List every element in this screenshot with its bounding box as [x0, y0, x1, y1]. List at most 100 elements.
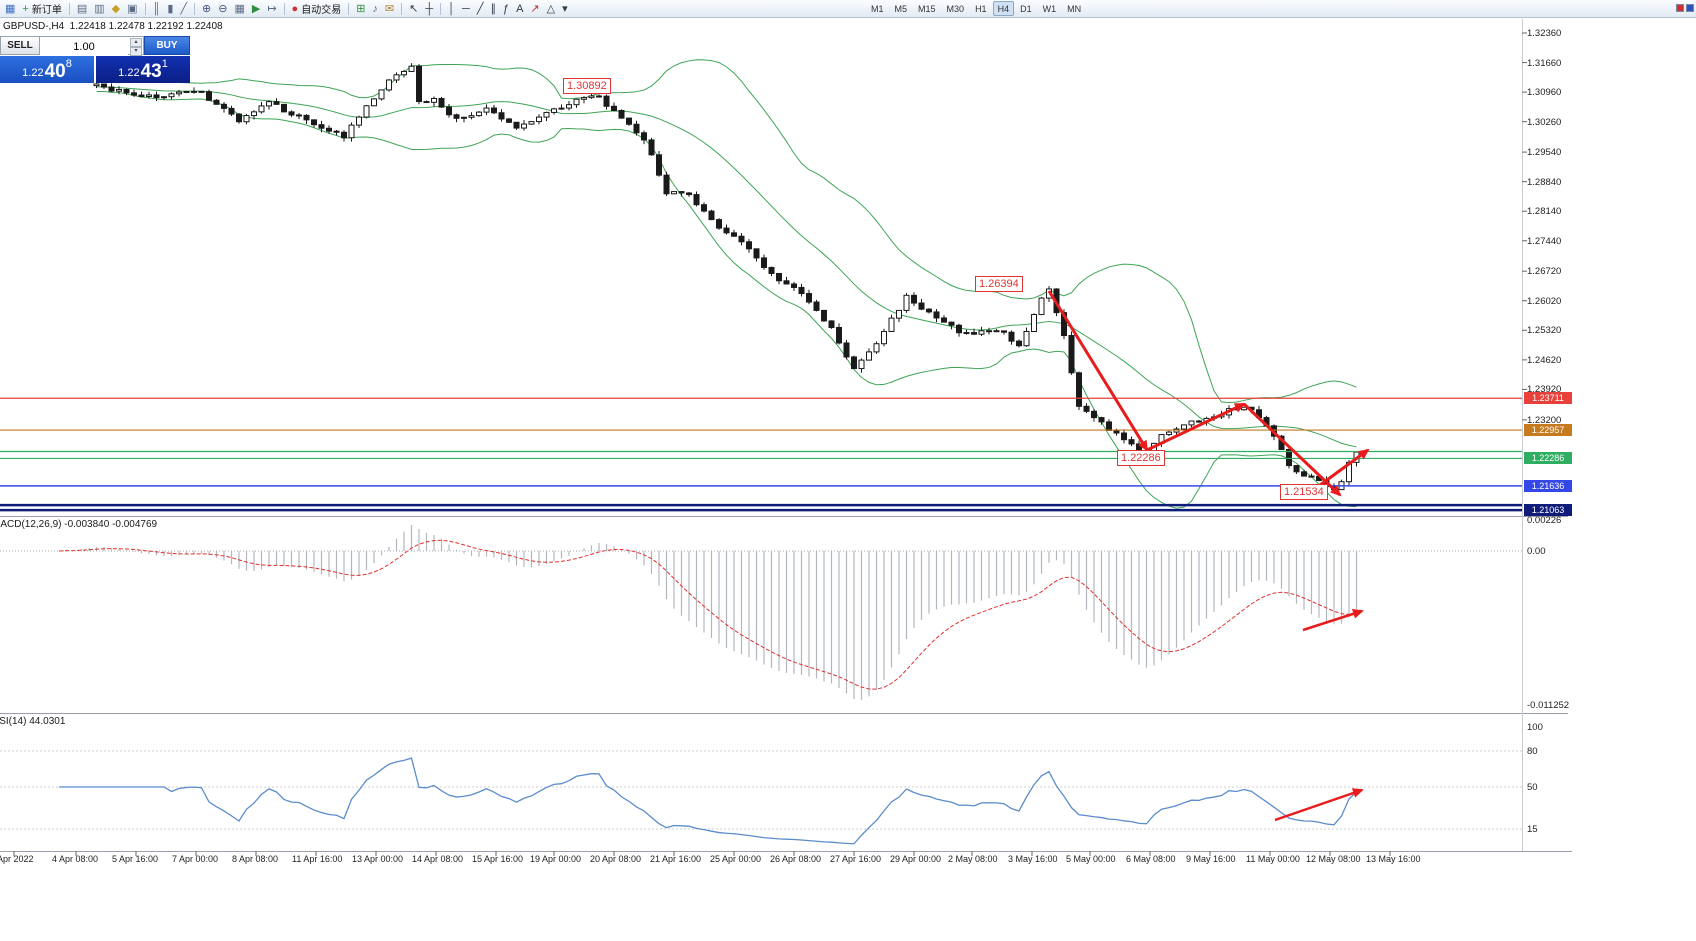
indicator-dropdown-icon[interactable]: ▾: [559, 1, 571, 17]
chart-bar-icon[interactable]: ║: [150, 1, 164, 17]
horizontal-line-icon[interactable]: ─: [459, 1, 473, 17]
volume-up-button[interactable]: ▴: [130, 38, 142, 47]
mail-icon[interactable]: ✉: [382, 1, 397, 17]
candle-body: [1091, 410, 1097, 419]
buy-button[interactable]: BUY: [144, 36, 190, 55]
window-control-icon-blue[interactable]: [1686, 4, 1694, 12]
candle-body: [656, 154, 662, 176]
volume-input[interactable]: [40, 38, 128, 56]
cursor-icon[interactable]: ↖: [406, 1, 421, 17]
chart-shift-icon-glyph: ↦: [267, 2, 277, 15]
sell-price-display[interactable]: 1.22 40 8: [0, 56, 94, 83]
candle-body: [1196, 420, 1202, 423]
candle-body: [401, 70, 407, 76]
rsi-axis-label: 100: [1527, 722, 1543, 733]
app-icon[interactable]: ▦: [2, 1, 18, 17]
time-axis-label: 27 Apr 16:00: [830, 854, 882, 864]
candle-body: [941, 317, 947, 323]
mail-icon-glyph: ✉: [384, 2, 395, 15]
trend-arrow[interactable]: [1302, 608, 1364, 632]
alerts-icon[interactable]: ♪: [369, 1, 381, 17]
navigator-icon[interactable]: ◆: [109, 1, 123, 17]
trend-arrow[interactable]: [1274, 788, 1364, 822]
macd-signal-line: [58, 539, 1357, 690]
trendline-icon[interactable]: ╱: [474, 1, 487, 17]
timeframe-m30-button[interactable]: M30: [946, 4, 965, 14]
new-order-button[interactable]: + 新订单: [19, 1, 64, 17]
price-annotation-label: 1.30892: [563, 78, 611, 94]
buy-price-display[interactable]: 1.22 43 1: [96, 56, 190, 83]
volume-down-button[interactable]: ▾: [130, 47, 142, 56]
trend-arrow[interactable]: [1146, 402, 1246, 452]
zoom-out-icon[interactable]: ⊖: [215, 1, 230, 17]
terminal-icon[interactable]: ▣: [124, 1, 140, 17]
timeframe-m15-button[interactable]: M15: [918, 4, 936, 14]
toolbar-separator: [283, 2, 285, 15]
time-axis-label: 5 May 00:00: [1066, 854, 1116, 864]
timeframe-mn-button[interactable]: MN: [1067, 4, 1082, 14]
candle-body: [821, 309, 827, 322]
vertical-line-icon[interactable]: │: [445, 1, 458, 17]
rsi-axis-label: 80: [1527, 746, 1538, 757]
candle-body: [273, 101, 280, 105]
window-control-icon-red[interactable]: [1676, 4, 1684, 12]
chart-line-icon[interactable]: ╱: [177, 1, 190, 17]
candle-body: [461, 116, 467, 119]
trend-arrow[interactable]: [1315, 448, 1370, 490]
trend-arrow[interactable]: [1242, 402, 1342, 497]
market-watch-icon[interactable]: ▤: [74, 1, 90, 17]
terminal-icon-glyph: ▣: [127, 2, 138, 15]
timeframe-w1-button[interactable]: W1: [1042, 4, 1057, 14]
candle-body: [206, 91, 212, 101]
market-watch-icon-glyph: ▤: [76, 2, 88, 15]
candle-body: [851, 356, 857, 370]
macd-label: MACD(12,26,9) -0.003840 -0.004769: [0, 519, 157, 530]
data-window-icon[interactable]: ▥: [91, 1, 107, 17]
candle-body: [1188, 420, 1195, 426]
candle-body: [393, 74, 400, 81]
new-chart-icon[interactable]: ⊞: [353, 1, 368, 17]
time-axis-label: 29 Apr 00:00: [890, 854, 942, 864]
macd-axis-label: 0.00226: [1527, 515, 1562, 527]
candle-body: [671, 191, 677, 195]
candle-body: [303, 114, 310, 121]
sell-button[interactable]: SELL: [0, 36, 40, 55]
candle-body: [1301, 471, 1307, 477]
candle-body: [1121, 432, 1127, 441]
candle-body: [1181, 424, 1187, 430]
text-icon[interactable]: A: [513, 1, 526, 17]
auto-trading-button[interactable]: ● 自动交易: [289, 1, 345, 17]
chart-candle-icon[interactable]: ▮: [164, 1, 176, 17]
trend-arrow[interactable]: [1047, 290, 1149, 452]
arrows-tool-icon[interactable]: ↗: [527, 1, 542, 17]
price-axis-label: 1.32360: [1527, 28, 1562, 39]
timeframe-h1-button[interactable]: H1: [975, 4, 987, 14]
chart-shift-icon[interactable]: ↦: [264, 1, 279, 17]
fibonacci-icon[interactable]: ƒ: [500, 1, 512, 17]
timeframe-h4-button[interactable]: H4: [992, 1, 1015, 16]
zoom-in-icon[interactable]: ⊕: [199, 1, 214, 17]
candle-body: [993, 330, 1000, 333]
time-axis-label: 6 May 08:00: [1126, 854, 1176, 864]
shapes-icon[interactable]: △: [544, 1, 558, 17]
candle-body: [431, 97, 437, 103]
candle-body: [453, 114, 460, 119]
toolbar-separator: [401, 2, 403, 15]
price-axis-label: 1.26020: [1527, 295, 1562, 307]
toolbar-separator: [144, 2, 146, 15]
crosshair-icon[interactable]: ┼: [422, 1, 436, 17]
tile-windows-icon[interactable]: ▦: [231, 1, 247, 17]
candle-body: [1001, 330, 1007, 333]
time-axis-label: 11 Apr 16:00: [292, 854, 343, 864]
timeframe-m5-button[interactable]: M5: [894, 4, 908, 14]
navigator-icon-glyph: ◆: [111, 2, 121, 15]
candle-body: [948, 321, 955, 326]
candle-body: [371, 98, 377, 107]
candle-body: [813, 301, 820, 311]
timeframe-m1-button[interactable]: M1: [871, 4, 884, 14]
timeframe-d1-button[interactable]: D1: [1020, 4, 1032, 14]
channel-icon[interactable]: ∥: [487, 1, 499, 17]
auto-scroll-icon[interactable]: ▶: [249, 1, 263, 17]
